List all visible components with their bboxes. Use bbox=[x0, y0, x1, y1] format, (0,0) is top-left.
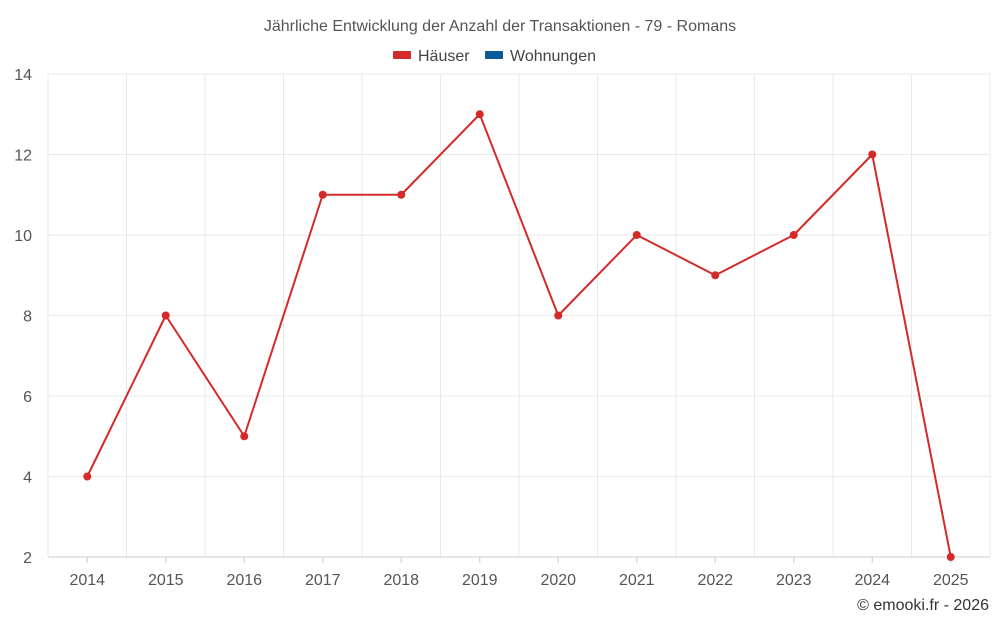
x-tick-label: 2018 bbox=[383, 572, 419, 589]
legend-swatch-haeuser bbox=[393, 51, 411, 59]
data-point-haeuser[interactable] bbox=[240, 432, 249, 441]
x-tick-label: 2022 bbox=[697, 572, 733, 589]
legend-item-haeuser[interactable]: Häuser bbox=[393, 48, 470, 65]
series-layer bbox=[83, 110, 955, 561]
data-point-haeuser[interactable] bbox=[318, 190, 327, 199]
y-tick-label: 2 bbox=[23, 550, 32, 567]
x-tick-label: 2015 bbox=[148, 572, 184, 589]
y-tick-label: 4 bbox=[23, 470, 32, 487]
x-tick-label: 2019 bbox=[462, 572, 498, 589]
x-tick-label: 2017 bbox=[305, 572, 341, 589]
chart-title: Jährliche Entwicklung der Anzahl der Tra… bbox=[264, 18, 736, 35]
x-tick-label: 2016 bbox=[226, 572, 262, 589]
y-tick-label: 12 bbox=[14, 148, 32, 165]
data-point-haeuser[interactable] bbox=[475, 110, 484, 119]
y-tick-label: 14 bbox=[14, 67, 32, 84]
x-tick-label: 2020 bbox=[540, 572, 576, 589]
y-tick-label: 10 bbox=[14, 228, 32, 245]
legend-item-wohnungen[interactable]: Wohnungen bbox=[485, 48, 596, 65]
y-tick-label: 8 bbox=[23, 309, 32, 326]
legend-swatch-wohnungen bbox=[485, 51, 503, 59]
credit-text: © emooki.fr - 2026 bbox=[857, 597, 989, 614]
series-line-haeuser bbox=[86, 113, 952, 558]
data-point-haeuser[interactable] bbox=[632, 231, 641, 239]
data-point-haeuser[interactable] bbox=[83, 472, 92, 481]
x-axis-ticks: 2014 2015 2016 2017 2018 2019 2020 2021 2022 2023… bbox=[69, 557, 969, 589]
legend-label-wohnungen: Wohnungen bbox=[510, 48, 596, 65]
x-tick-label: 2023 bbox=[776, 572, 812, 589]
data-point-haeuser[interactable] bbox=[789, 231, 798, 239]
x-tick-label: 2021 bbox=[619, 572, 655, 589]
data-point-haeuser[interactable] bbox=[397, 190, 406, 199]
x-tick-label: 2025 bbox=[933, 572, 969, 589]
data-point-haeuser[interactable] bbox=[946, 553, 955, 561]
data-point-haeuser[interactable] bbox=[161, 311, 170, 320]
data-point-haeuser[interactable] bbox=[868, 150, 877, 159]
x-tick-label: 2024 bbox=[854, 572, 890, 589]
data-point-haeuser[interactable] bbox=[554, 311, 563, 320]
legend: Häuser Wohnungen bbox=[393, 48, 596, 65]
data-point-haeuser[interactable] bbox=[711, 271, 720, 280]
x-tick-label: 2014 bbox=[69, 572, 105, 589]
y-axis-ticks: 2 4 6 8 10 12 14 bbox=[14, 67, 32, 567]
legend-label-haeuser: Häuser bbox=[418, 48, 470, 65]
y-tick-label: 6 bbox=[23, 389, 32, 406]
